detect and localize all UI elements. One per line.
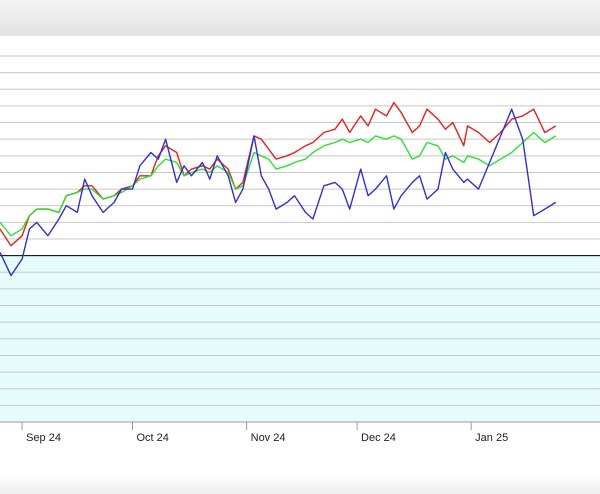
- x-tick-label: Jan 25: [475, 432, 508, 444]
- chart-frame: Sep 24 Oct 24 Nov 24 Dec 24 Jan 25: [0, 36, 600, 476]
- top-toolbar: [0, 0, 600, 36]
- series-line-2: [0, 131, 557, 237]
- x-tick-label: Sep 24: [26, 432, 61, 444]
- series-line-3: [0, 108, 557, 277]
- x-tick-label: Nov 24: [251, 432, 286, 444]
- series-line-1: [0, 101, 557, 247]
- x-tick-label: Dec 24: [361, 432, 396, 444]
- x-tick-label: Oct 24: [137, 432, 169, 444]
- bottom-scrollbar[interactable]: [0, 476, 600, 494]
- line-chart: Sep 24 Oct 24 Nov 24 Dec 24 Jan 25: [0, 36, 600, 476]
